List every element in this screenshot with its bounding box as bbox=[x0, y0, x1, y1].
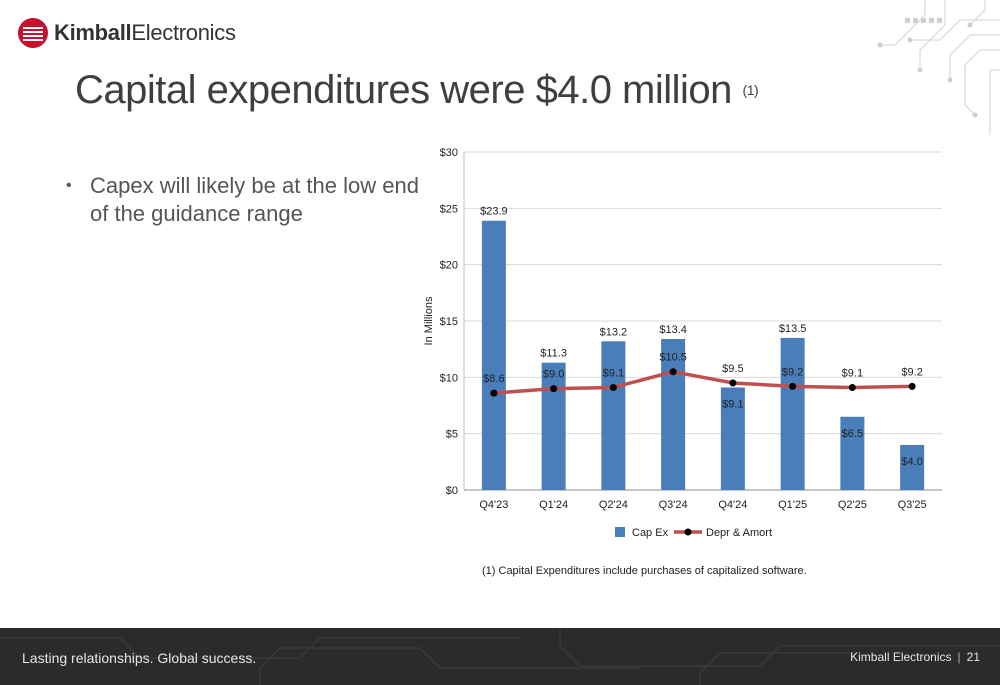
y-tick-label: $5 bbox=[446, 429, 458, 441]
depr-amort-data-label: $9.1 bbox=[842, 367, 863, 379]
depr-amort-point bbox=[490, 389, 498, 397]
capex-data-label: $11.3 bbox=[540, 348, 567, 360]
legend-depr-marker bbox=[684, 528, 692, 536]
depr-amort-data-label: $9.2 bbox=[782, 366, 803, 378]
capex-data-label: $23.9 bbox=[480, 206, 508, 218]
footer-bar: Lasting relationships. Global success. K… bbox=[0, 628, 1000, 685]
capex-bar bbox=[900, 444, 925, 490]
footer-right: Kimball Electronics | 21 bbox=[850, 650, 980, 664]
bullet-item: • Capex will likely be at the low end of … bbox=[66, 173, 419, 226]
capex-data-label: $13.2 bbox=[600, 326, 628, 338]
capex-data-label: $4.0 bbox=[901, 456, 922, 468]
depr-amort-data-label: $9.0 bbox=[543, 369, 564, 381]
x-tick-label: Q2'25 bbox=[838, 499, 867, 511]
chart-footnote: (1) Capital Expenditures include purchas… bbox=[482, 565, 807, 577]
capex-bar bbox=[601, 341, 626, 490]
y-tick-label: $25 bbox=[440, 203, 458, 215]
x-tick-label: Q1'24 bbox=[539, 499, 568, 511]
depr-amort-point bbox=[729, 379, 737, 387]
depr-amort-data-label: $9.5 bbox=[722, 363, 743, 375]
x-tick-label: Q3'24 bbox=[659, 499, 688, 511]
depr-amort-point bbox=[550, 385, 558, 393]
capex-data-label: $13.5 bbox=[779, 323, 807, 335]
capex-bar bbox=[481, 220, 506, 490]
footer-tagline: Lasting relationships. Global success. bbox=[22, 650, 257, 666]
capex-data-label: $9.1 bbox=[722, 398, 743, 410]
capex-bar bbox=[661, 339, 686, 490]
x-tick-label: Q4'24 bbox=[718, 499, 747, 511]
depr-amort-data-label: $9.2 bbox=[901, 366, 922, 378]
capex-bar bbox=[720, 387, 745, 490]
depr-amort-point bbox=[908, 382, 916, 390]
circuit-decoration-icon bbox=[877, 0, 1000, 135]
y-tick-label: $30 bbox=[440, 147, 458, 159]
bullet-dot-icon: • bbox=[66, 177, 72, 194]
y-tick-label: $0 bbox=[446, 485, 458, 497]
company-logo: KimballElectronics bbox=[18, 18, 236, 48]
x-tick-label: Q1'25 bbox=[778, 499, 807, 511]
y-tick-label: $20 bbox=[440, 260, 458, 272]
depr-amort-line bbox=[493, 369, 913, 395]
depr-amort-data-label: $10.5 bbox=[659, 352, 687, 364]
x-tick-label: Q3'25 bbox=[898, 499, 927, 511]
title-footnote-ref: (1) bbox=[742, 82, 759, 98]
depr-amort-point bbox=[609, 383, 617, 391]
depr-amort-data-label: $8.6 bbox=[483, 373, 504, 385]
capex-bar bbox=[780, 337, 805, 490]
depr-amort-data-label: $9.1 bbox=[603, 367, 624, 379]
legend-depr-label: Depr & Amort bbox=[706, 527, 772, 539]
footer-separator: | bbox=[957, 650, 961, 664]
legend-capex-swatch bbox=[615, 527, 625, 537]
legend-capex-label: Cap Ex bbox=[632, 527, 669, 539]
capex-data-label: $6.5 bbox=[842, 428, 863, 440]
logo-wordmark: KimballElectronics bbox=[54, 20, 236, 45]
capex-bar bbox=[840, 416, 865, 490]
logo-emblem-icon bbox=[18, 18, 48, 48]
footer-circuit-pattern bbox=[0, 628, 1000, 685]
y-tick-label: $15 bbox=[440, 316, 458, 328]
depr-amort-point bbox=[848, 383, 856, 391]
capex-data-label: $13.4 bbox=[659, 324, 687, 336]
x-tick-label: Q4'23 bbox=[479, 499, 508, 511]
capex-chart: $0 $5 $10 $15 $20 $25 $30 In Millions Q4'23 Q1'24… bbox=[423, 147, 942, 539]
depr-amort-point bbox=[789, 382, 797, 390]
y-tick-label: $10 bbox=[440, 372, 458, 384]
depr-amort-point bbox=[669, 368, 677, 376]
footer-company: Kimball Electronics bbox=[850, 650, 952, 664]
bullet-list: • Capex will likely be at the low end of … bbox=[62, 172, 420, 228]
page-title: Capital expenditures were $4.0 million (… bbox=[75, 68, 759, 112]
y-axis-label: In Millions bbox=[423, 296, 435, 345]
x-tick-label: Q2'24 bbox=[599, 499, 628, 511]
capex-bar bbox=[541, 362, 566, 490]
page-number: 21 bbox=[966, 650, 980, 664]
